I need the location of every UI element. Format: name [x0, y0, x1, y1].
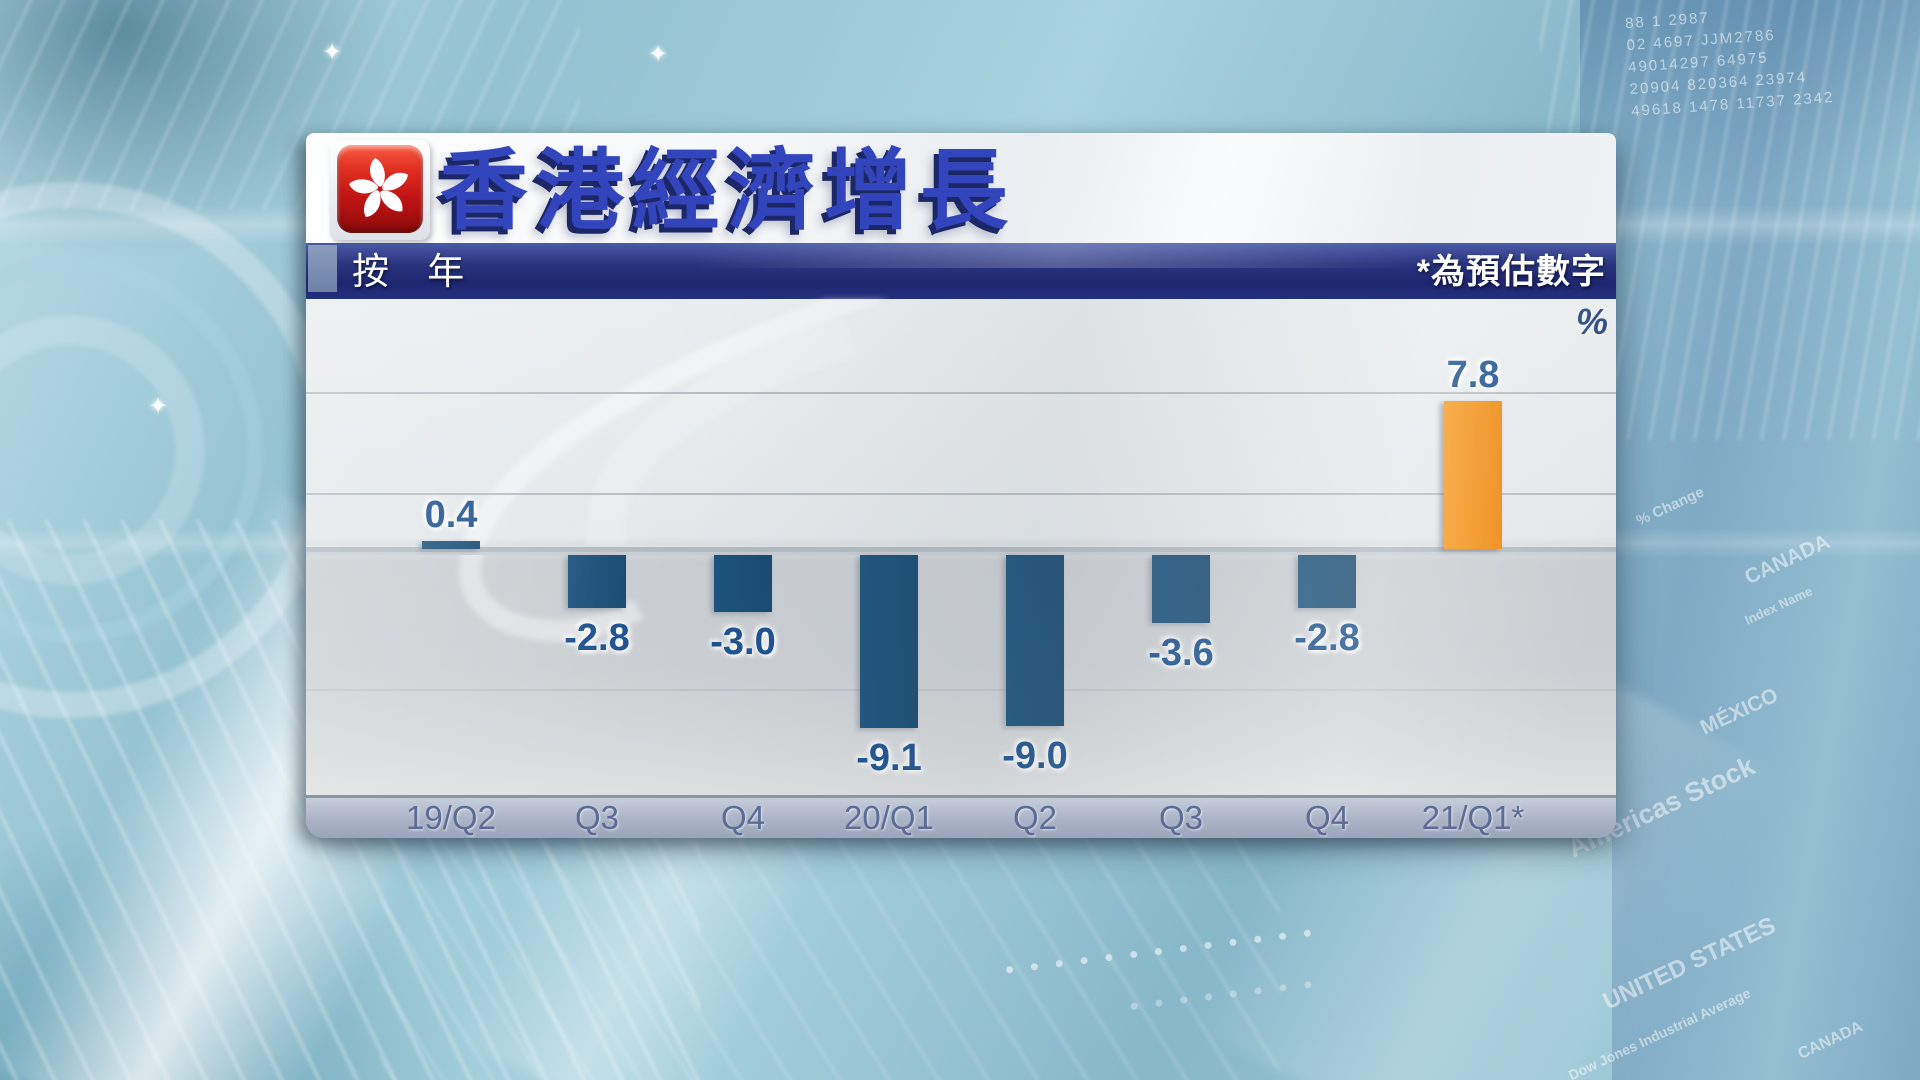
sparkle-icon: ✦ [148, 393, 169, 420]
dot [1005, 965, 1014, 974]
bar-value-label: -2.8 [1294, 617, 1360, 659]
unit-label: % [1575, 301, 1608, 342]
bar [714, 555, 772, 612]
dot [1303, 980, 1312, 989]
dot [1278, 932, 1287, 941]
bar-value-label: -9.1 [856, 737, 922, 779]
x-axis-label: Q2 [1012, 799, 1058, 836]
bar-value-label: -2.8 [564, 617, 630, 659]
subtitle-bar: 按 年 *為預估數字 [306, 243, 1616, 299]
bar [860, 555, 918, 728]
bar-value-label: -3.0 [710, 621, 776, 663]
x-axis-label: Q3 [1158, 799, 1204, 836]
bar-estimated [1444, 401, 1502, 549]
x-axis-label: Q4 [720, 799, 766, 836]
chart-subtitle: 按 年 [352, 251, 479, 292]
dot [1130, 1002, 1139, 1011]
hk-flag-icon [330, 140, 430, 240]
x-axis-label: 20/Q1 [844, 799, 934, 836]
bauhinia-flower-icon [348, 158, 408, 218]
sparkle-icon: ✦ [648, 41, 669, 68]
x-axis-label: Q4 [1304, 799, 1350, 836]
dot [1204, 993, 1213, 1001]
gridline [306, 392, 1616, 394]
dot [1055, 959, 1064, 968]
background-right-top-shade [1580, 0, 1920, 220]
x-axis-label: 21/Q1* [1421, 799, 1525, 836]
strip-endcap [308, 245, 337, 292]
dot [1030, 962, 1039, 971]
estimate-footnote: *為預估數字 [1416, 253, 1606, 291]
bar [1006, 555, 1064, 726]
bar-value-label: 7.8 [1446, 354, 1500, 396]
dot [1229, 938, 1237, 947]
title-bar: 香港經濟增長 [306, 133, 1616, 243]
chart-panel: 香港經濟增長 按 年 *為預估數字 % 0.4 -2.8 -3.0 -9.1 -9.0 -… [306, 133, 1616, 838]
x-axis-label: 19/Q2 [406, 799, 496, 836]
dot [1154, 947, 1163, 956]
dot [1129, 950, 1138, 959]
bar [422, 541, 480, 549]
background-ticker-numbers: 88 1 2987 02 4697 JJM2786 49014297 64975 20… [1624, 0, 1835, 123]
bar [1298, 555, 1356, 608]
gridline [306, 493, 1616, 495]
hk-flag-red-square [337, 145, 423, 233]
dot [1254, 987, 1263, 995]
x-axis-strip: 19/Q2 Q3 Q4 20/Q1 Q2 Q3 Q4 21/Q1* [306, 795, 1616, 838]
dot [1204, 941, 1213, 950]
dot [1303, 929, 1312, 938]
zero-axis-line [306, 545, 1616, 555]
bar [568, 555, 626, 608]
bar-value-label: 0.4 [424, 494, 478, 536]
dot [1155, 999, 1163, 1008]
dot [1253, 935, 1262, 944]
gridline [306, 689, 1616, 691]
bar [1152, 555, 1210, 623]
bar-value-label: -9.0 [1002, 735, 1068, 777]
dot [1179, 996, 1188, 1004]
bar-value-label: -3.6 [1148, 632, 1214, 674]
sparkle-icon: ✦ [322, 39, 343, 66]
dot [1104, 953, 1113, 962]
bar-chart-plot-area: % 0.4 -2.8 -3.0 -9.1 -9.0 -3.6 -2.8 7.8 [306, 299, 1616, 795]
chart-swoosh-decoration [458, 299, 891, 642]
dot [1080, 956, 1088, 965]
page-title: 香港經濟增長 [440, 141, 1017, 240]
dot [1229, 990, 1238, 998]
dot [1279, 983, 1287, 992]
dot [1179, 944, 1188, 953]
x-axis-label: Q3 [574, 799, 620, 836]
